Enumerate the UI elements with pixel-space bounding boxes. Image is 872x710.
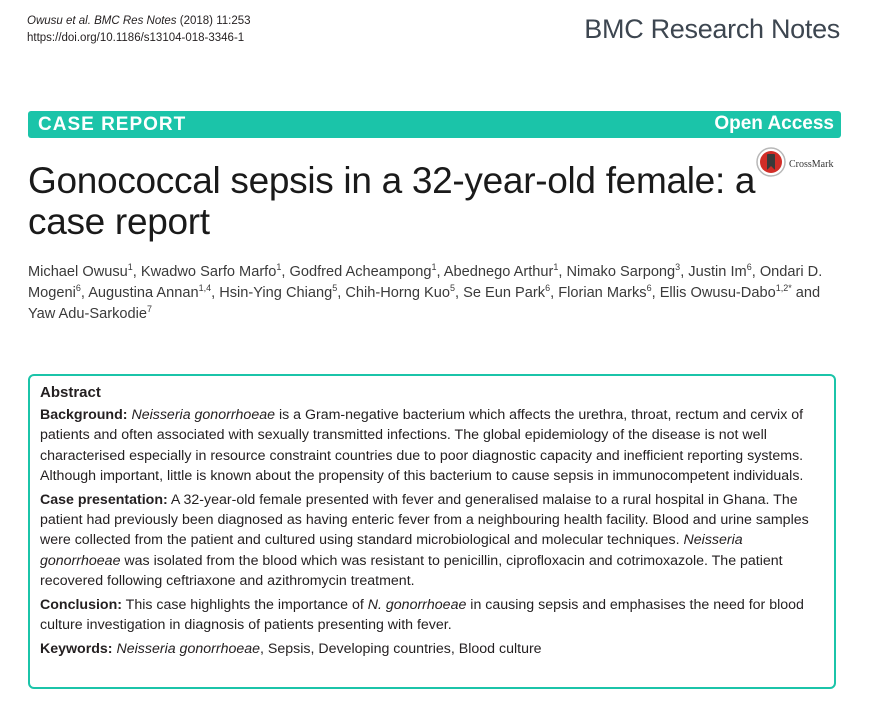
background-organism: Neisseria gonorrhoeae <box>131 407 275 424</box>
abstract-conclusion: Conclusion: This case highlights the imp… <box>40 595 824 635</box>
author-affiliation: 6 <box>75 283 81 294</box>
citation-year-volume: (2018) 11:253 <box>176 15 251 27</box>
author-affiliation: 6 <box>746 262 752 273</box>
author-separator: , <box>651 285 660 301</box>
journal-name: BMC Research Notes <box>584 14 840 44</box>
background-label: Background: <box>40 407 128 424</box>
author-name[interactable]: Michael Owusu <box>28 264 128 280</box>
author-separator: , <box>436 264 444 280</box>
abstract-case-presentation: Case presentation: A 32-year-old female … <box>40 490 824 591</box>
author-affiliation: 5 <box>450 283 456 294</box>
author-separator: , <box>132 264 141 280</box>
author-name[interactable]: Godfred Acheampong <box>289 264 432 280</box>
author-name[interactable]: Chih‑Horng Kuo <box>345 285 450 301</box>
citation-block: Owusu et al. BMC Res Notes (2018) 11:253… <box>27 13 251 47</box>
author-name[interactable]: Ellis Owusu‑Dabo <box>659 285 776 301</box>
author-separator: , <box>455 285 464 301</box>
open-access-label: Open Access <box>714 113 834 134</box>
author-name[interactable]: Hsin‑Ying Chiang <box>219 285 333 301</box>
author-separator: , <box>558 264 567 280</box>
conclusion-text-2: in causing sepsis and emphasises the nee… <box>40 597 804 634</box>
article-type-banner: CASE REPORT Open Access <box>28 111 841 138</box>
author-affiliation: 3 <box>675 262 681 273</box>
author-affiliation: 1 <box>553 262 559 273</box>
author-separator: , <box>337 285 346 301</box>
article-title: Gonococcal sepsis in a 32-year-old femal… <box>28 160 756 242</box>
author-affiliation: 1,2* <box>775 283 792 294</box>
case-text-1: A 32-year-old female presented with feve… <box>40 492 809 549</box>
author-affiliation: 6 <box>646 283 652 294</box>
author-separator: , <box>550 285 559 301</box>
case-organism: Neisseria gonorrhoeae <box>40 532 743 569</box>
article-type: CASE REPORT <box>38 114 187 135</box>
author-name[interactable]: Florian Marks <box>558 285 647 301</box>
author-affiliation: 6 <box>545 283 551 294</box>
author-name[interactable]: Augustina Annan <box>88 285 199 301</box>
author-affiliation: 1 <box>127 262 133 273</box>
keywords-label: Keywords: <box>40 641 113 658</box>
abstract-keywords: Keywords: Neisseria gonorrhoeae, Sepsis,… <box>40 639 824 659</box>
crossmark-button[interactable]: CrossMark <box>756 147 833 182</box>
abstract-heading: Abstract <box>40 384 101 401</box>
crossmark-label: CrossMark <box>789 159 834 170</box>
author-name[interactable]: Ondari D. Mogeni <box>28 264 823 301</box>
author-affiliation: 1 <box>431 262 437 273</box>
author-name[interactable]: Abednego Arthur <box>443 264 554 280</box>
conclusion-organism: N. gonorrhoeae <box>367 597 467 614</box>
abstract-box: Abstract Background: Neisseria gonorrhoe… <box>28 374 836 689</box>
case-text-2: was isolated from the blood which was re… <box>40 552 783 589</box>
case-label: Case presentation: <box>40 492 168 509</box>
author-separator: , <box>680 264 689 280</box>
doi-link[interactable]: https://doi.org/10.1186/s13104-018-3346-… <box>27 32 245 44</box>
crossmark-icon <box>756 147 786 182</box>
author-name[interactable]: Nimako Sarpong <box>566 264 676 280</box>
author-affiliation: 1,4 <box>198 283 212 294</box>
citation-journal: Owusu et al. BMC Res Notes <box>27 15 177 27</box>
keyword-organism: Neisseria gonorrhoeae <box>116 641 261 658</box>
author-name[interactable]: Se Eun Park <box>463 285 546 301</box>
author-affiliation: 7 <box>146 304 152 315</box>
author-name[interactable]: Yaw Adu‑Sarkodie <box>28 306 147 322</box>
background-text: is a Gram-negative bacterium which affec… <box>40 407 804 484</box>
conclusion-label: Conclusion: <box>40 597 122 614</box>
author-separator: , <box>80 285 89 301</box>
author-name[interactable]: Justin Im <box>688 264 747 280</box>
conclusion-text-1: This case highlights the importance of <box>121 597 368 614</box>
author-list: Michael Owusu1, Kwadwo Sarfo Marfo1, God… <box>28 262 828 325</box>
keywords-text: , Sepsis, Developing countries, Blood cu… <box>260 641 542 658</box>
author-separator: , <box>281 264 290 280</box>
author-name[interactable]: Kwadwo Sarfo Marfo <box>140 264 277 280</box>
author-separator: and <box>791 285 821 301</box>
author-affiliation: 1 <box>276 262 282 273</box>
author-affiliation: 5 <box>332 283 338 294</box>
author-separator: , <box>751 264 760 280</box>
abstract-background: Background: Neisseria gonorrhoeae is a G… <box>40 405 824 486</box>
author-separator: , <box>211 285 220 301</box>
citation-line: Owusu et al. BMC Res Notes (2018) 11:253 <box>27 13 251 30</box>
